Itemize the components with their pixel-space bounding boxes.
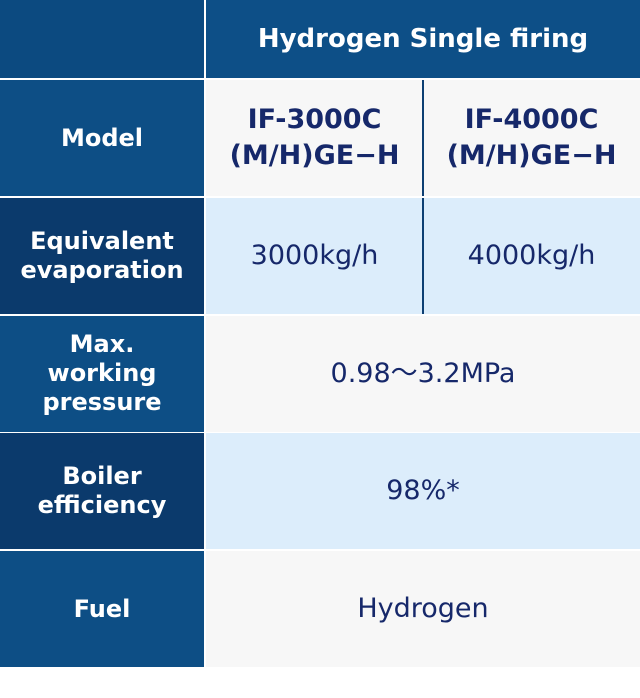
row-value: IF-4000C (M/H)GE−H [423, 80, 640, 196]
row-value: 3000kg/h [206, 197, 423, 314]
column-divider [422, 80, 424, 196]
corner-cell [0, 0, 204, 78]
row-value: IF-3000C (M/H)GE−H [206, 80, 423, 196]
row-label: Equivalent evaporation [0, 197, 204, 314]
row-label: Model [0, 80, 204, 196]
row-value: Hydrogen [206, 551, 640, 668]
row-value: 4000kg/h [423, 197, 640, 314]
row-label: Fuel [0, 551, 204, 668]
row-label: Max. working pressure [0, 315, 204, 432]
row-value: 0.98～3.2MPa [206, 315, 640, 432]
column-divider [422, 197, 424, 314]
row-value: 98%* [206, 433, 640, 550]
header-title: Hydrogen Single firing [206, 0, 640, 78]
row-label: Boiler efficiency [0, 433, 204, 550]
